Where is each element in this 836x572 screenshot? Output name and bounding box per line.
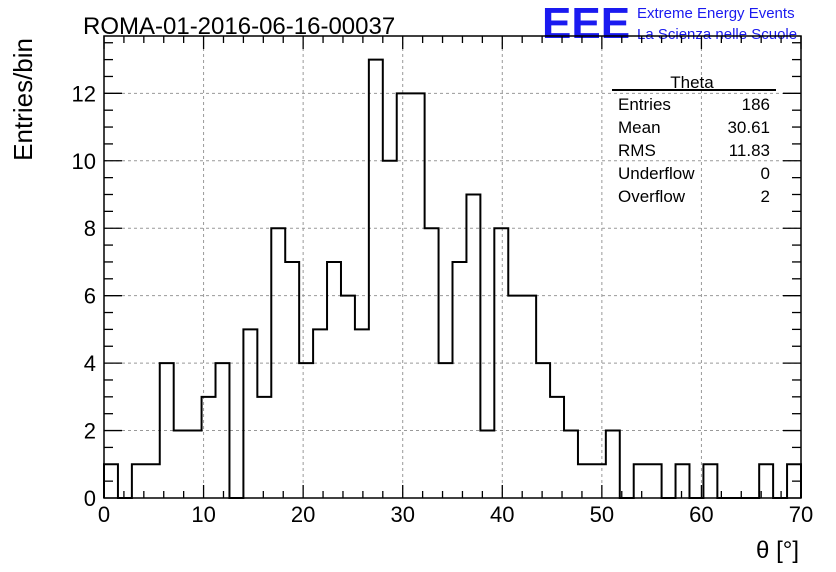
x-axis-label: θ [°]: [756, 537, 799, 564]
x-tick-label: 30: [390, 502, 414, 527]
histogram-bar: [592, 464, 606, 498]
histogram-outline: [103, 58, 802, 499]
histogram-bar: [327, 262, 341, 498]
x-tick-label: 50: [590, 502, 614, 527]
stats-value: 11.83: [729, 141, 770, 160]
stats-value: 186: [742, 95, 770, 114]
stats-value: 0: [761, 164, 770, 183]
histogram-bar: [216, 363, 230, 498]
x-tick-label: 0: [98, 502, 110, 527]
histogram-bar: [369, 60, 383, 498]
stats-box: Theta Entries 186 Mean 30.61 RMS 11.83 Underfl…: [612, 73, 776, 206]
x-tick-label: 70: [789, 502, 813, 527]
histogram-bar: [508, 296, 522, 498]
histogram-bar: [383, 161, 397, 498]
stats-label: Mean: [618, 118, 661, 137]
y-axis: 0 2 4 6 8 10 12: [72, 42, 801, 511]
plot-frame: [103, 35, 802, 499]
histogram-bar: [564, 431, 578, 498]
y-tick-label: 8: [84, 216, 96, 241]
histogram-bar: [174, 431, 188, 498]
y-tick-label: 4: [84, 351, 96, 376]
y-tick-label: 10: [72, 149, 96, 174]
histogram-bar: [550, 397, 564, 498]
x-tick-label: 40: [490, 502, 514, 527]
x-tick-label: 10: [191, 502, 215, 527]
stats-label: Overflow: [618, 187, 686, 206]
logo-mark: EEE: [542, 0, 630, 48]
histogram-bar: [703, 464, 717, 498]
logo-line-1: Extreme Energy Events: [637, 5, 795, 22]
y-tick-label: 2: [84, 419, 96, 444]
histogram-bar: [146, 464, 160, 498]
histogram-bar: [480, 431, 494, 498]
histogram-bar: [355, 329, 369, 498]
histogram-bar: [606, 431, 620, 498]
histogram-bar: [341, 296, 355, 498]
histogram-bar: [453, 262, 467, 498]
y-axis-label: Entries/bin: [8, 38, 38, 161]
histogram-bar: [648, 464, 662, 498]
stats-label: Entries: [618, 95, 671, 114]
stats-value: 2: [761, 187, 770, 206]
histogram-bar: [299, 363, 313, 498]
eee-logo: EEE Extreme Energy Events La Scienza nel…: [542, 0, 797, 48]
histogram-bar: [313, 329, 327, 498]
x-tick-label: 20: [291, 502, 315, 527]
stats-rows: Entries 186 Mean 30.61 RMS 11.83 Underflow 0 Ove…: [618, 95, 770, 206]
y-tick-label: 12: [72, 81, 96, 106]
stats-label: Underflow: [618, 164, 695, 183]
histogram-bar: [243, 329, 257, 498]
histogram-bar: [285, 262, 299, 498]
y-tick-label: 0: [84, 486, 96, 511]
stats-title: Theta: [670, 73, 714, 92]
histogram-bar: [257, 397, 271, 498]
x-axis: 0 10 20 30 40 50 60 70: [98, 36, 813, 527]
histogram-bar: [578, 464, 592, 498]
logo-line-2: La Scienza nelle Scuole: [637, 26, 797, 43]
histogram-bar: [676, 464, 690, 498]
histogram-bar: [522, 296, 536, 498]
stats-value: 30.61: [727, 118, 770, 137]
stats-label: RMS: [618, 141, 656, 160]
x-tick-label: 60: [689, 502, 713, 527]
y-tick-label: 6: [84, 284, 96, 309]
histogram-bar: [188, 431, 202, 498]
histogram-bar: [634, 464, 648, 498]
histogram-bar: [466, 194, 480, 498]
